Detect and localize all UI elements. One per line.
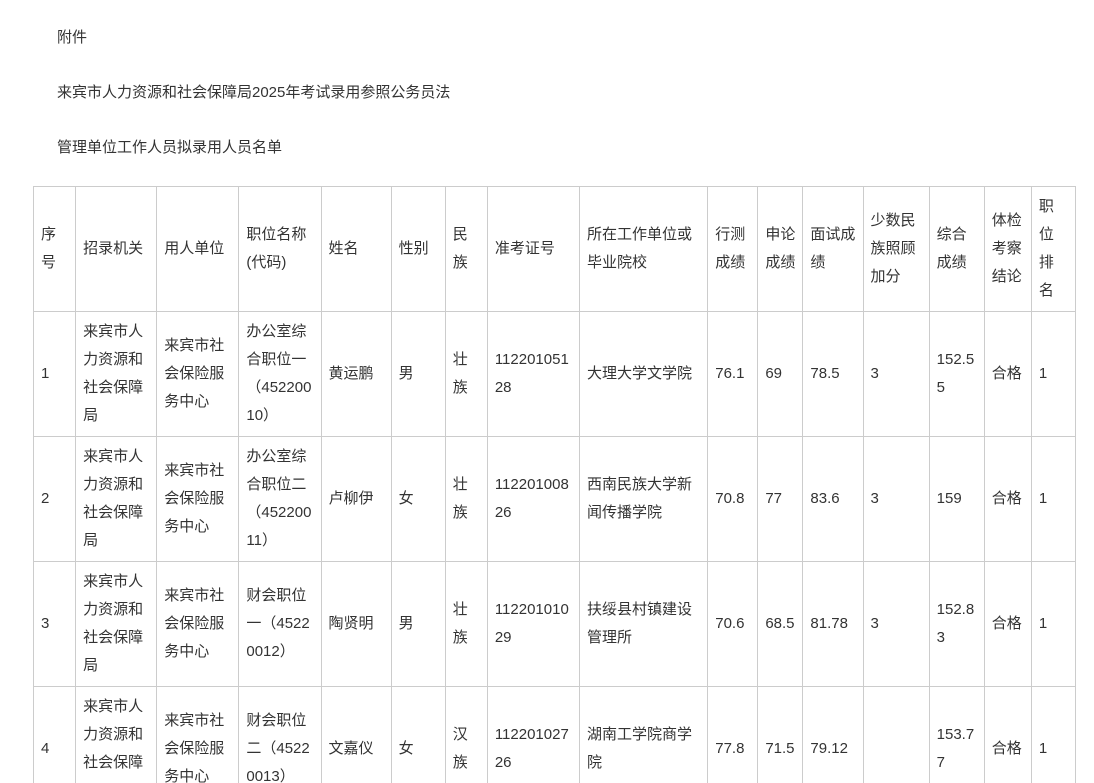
table-cell: 卢柳伊 xyxy=(320,436,392,562)
table-cell: 陶贤明 xyxy=(320,561,392,687)
table-cell: 男 xyxy=(390,311,446,437)
table-cell: 152.55 xyxy=(928,311,985,437)
table-cell: 3 xyxy=(862,561,930,687)
table-body: 1 来宾市人力资源和社会保障局 来宾市社会保险服务中心 办公室综合职位一（452200… xyxy=(32,311,1077,783)
document-title-line-2: 管理单位工作人员拟录用人员名单 xyxy=(57,139,283,156)
table-cell: 2 xyxy=(32,436,77,562)
column-header-13: 综合成绩 xyxy=(928,186,985,312)
table-cell: 汉族 xyxy=(444,686,488,783)
column-header-1: 招录机关 xyxy=(75,186,158,312)
table-cell: 女 xyxy=(390,686,446,783)
table-cell: 79.12 xyxy=(802,686,864,783)
table-cell: 男 xyxy=(390,561,446,687)
table-cell: 70.6 xyxy=(707,561,759,687)
table-cell: 159 xyxy=(928,436,985,562)
table-row-1: 1 来宾市人力资源和社会保障局 来宾市社会保险服务中心 办公室综合职位一（452200… xyxy=(32,311,1077,437)
column-header-15: 职位排名 xyxy=(1030,186,1077,312)
table-cell: 来宾市人力资源和社会保障局 xyxy=(75,561,158,687)
table-cell: 69 xyxy=(757,311,804,437)
table-cell: 71.5 xyxy=(757,686,804,783)
column-header-10: 申论成绩 xyxy=(757,186,804,312)
table-cell: 西南民族大学新闻传播学院 xyxy=(578,436,709,562)
column-header-0: 序号 xyxy=(32,186,77,312)
table-cell: 合格 xyxy=(983,561,1032,687)
table-cell: 152.83 xyxy=(928,561,985,687)
table-cell: 来宾市社会保险服务中心 xyxy=(156,686,240,783)
table-cell: 来宾市人力资源和社会保障局 xyxy=(75,436,158,562)
table-cell: 来宾市社会保险服务中心 xyxy=(156,311,240,437)
table-cell: 3 xyxy=(862,311,930,437)
table-cell: 76.1 xyxy=(707,311,759,437)
table-row-2: 2 来宾市人力资源和社会保障局 来宾市社会保险服务中心 办公室综合职位二（452200… xyxy=(32,436,1077,562)
table-cell: 83.6 xyxy=(802,436,864,562)
table-cell: 3 xyxy=(862,436,930,562)
table-cell: 壮族 xyxy=(444,311,488,437)
table-cell: 1 xyxy=(1030,436,1077,562)
column-header-6: 民族 xyxy=(444,186,488,312)
table-cell: 湖南工学院商学院 xyxy=(578,686,709,783)
table-cell: 文嘉仪 xyxy=(320,686,392,783)
table-cell: 11220105128 xyxy=(486,311,581,437)
column-header-5: 性别 xyxy=(390,186,446,312)
table-cell: 壮族 xyxy=(444,436,488,562)
table-cell: 78.5 xyxy=(802,311,864,437)
table-cell: 11220101029 xyxy=(486,561,581,687)
table-cell: 1 xyxy=(1030,561,1077,687)
table-cell: 来宾市人力资源和社会保障局 xyxy=(75,311,158,437)
attachment-label: 附件 xyxy=(57,29,88,46)
table-cell: 办公室综合职位二（45220011） xyxy=(238,436,322,562)
table-cell: 大理大学文学院 xyxy=(578,311,709,437)
table-cell: 财会职位一（45220012） xyxy=(238,561,322,687)
column-header-12: 少数民族照顾加分 xyxy=(862,186,930,312)
column-header-4: 姓名 xyxy=(320,186,392,312)
table-cell xyxy=(862,686,930,783)
table-cell: 合格 xyxy=(983,686,1032,783)
table-cell: 来宾市人力资源和社会保障局 xyxy=(75,686,158,783)
table-cell: 1 xyxy=(1030,311,1077,437)
recruitment-roster-table: 序号 招录机关 用人单位 职位名称(代码) 姓名 性别 民族 准考证号 所在工作单位或毕业院校行… xyxy=(32,186,1077,783)
column-header-14: 体检考察结论 xyxy=(983,186,1032,312)
table-cell: 81.78 xyxy=(802,561,864,687)
table-cell: 77.8 xyxy=(707,686,759,783)
table-header-row: 序号 招录机关 用人单位 职位名称(代码) 姓名 性别 民族 准考证号 所在工作单位或毕业院校行… xyxy=(32,186,1077,312)
table-cell: 来宾市社会保险服务中心 xyxy=(156,561,240,687)
column-header-2: 用人单位 xyxy=(156,186,240,312)
table-row-4: 4来宾市人力资源和社会保障局来宾市社会保险服务中心财会职位二（45220013）… xyxy=(32,686,1077,783)
table-cell: 4 xyxy=(32,686,77,783)
column-header-8: 所在工作单位或毕业院校 xyxy=(578,186,709,312)
table-cell: 77 xyxy=(757,436,804,562)
column-header-7: 准考证号 xyxy=(486,186,581,312)
table-cell: 来宾市社会保险服务中心 xyxy=(156,436,240,562)
table-cell: 女 xyxy=(390,436,446,562)
column-header-3: 职位名称(代码) xyxy=(238,186,322,312)
table-row-3: 3 来宾市人力资源和社会保障局 来宾市社会保险服务中心 财会职位一（45220012）… xyxy=(32,561,1077,687)
table-cell: 合格 xyxy=(983,436,1032,562)
table-cell: 壮族 xyxy=(444,561,488,687)
table-cell: 办公室综合职位一（45220010） xyxy=(238,311,322,437)
table-cell: 153.77 xyxy=(928,686,985,783)
table-cell: 11220100826 xyxy=(486,436,581,562)
table-cell: 财会职位二（45220013） xyxy=(238,686,322,783)
document-header: 附件 来宾市人力资源和社会保障局2025年考试录用参照公务员法 管理单位工作人员… xyxy=(33,14,1076,158)
table-cell: 1 xyxy=(1030,686,1077,783)
table-cell: 合格 xyxy=(983,311,1032,437)
table-cell: 70.8 xyxy=(707,436,759,562)
table-cell: 11220102726 xyxy=(486,686,581,783)
table-cell: 3 xyxy=(32,561,77,687)
table-cell: 扶绥县村镇建设管理所 xyxy=(578,561,709,687)
column-header-9: 行测成绩 xyxy=(707,186,759,312)
document-title-line-1: 来宾市人力资源和社会保障局2025年考试录用参照公务员法 xyxy=(57,84,451,101)
column-header-11: 面试成绩 xyxy=(802,186,864,312)
table-cell: 68.5 xyxy=(757,561,804,687)
table-cell: 1 xyxy=(32,311,77,437)
table-cell: 黄运鹏 xyxy=(320,311,392,437)
